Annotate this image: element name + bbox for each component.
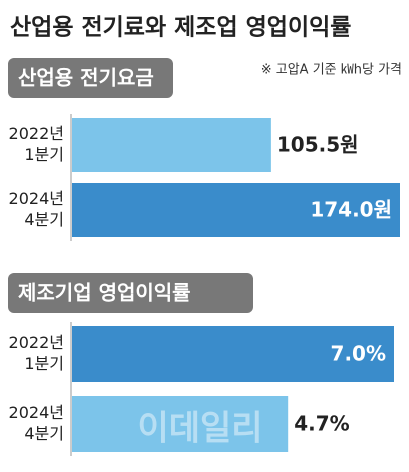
watermark: 이데일리 (137, 409, 262, 449)
section-title: 제조기업 영업이익률 (18, 281, 191, 305)
category-label: 1분기 (24, 145, 64, 164)
note: ※ 고압A 기준 ㎾h당 가격 (261, 63, 402, 78)
category-label: 2022년 (9, 333, 64, 352)
section-title: 산업용 전기요금 (18, 66, 154, 90)
category-label: 2022년 (9, 124, 64, 143)
value-label: 105.5원 (277, 133, 359, 157)
category-label: 4분기 (24, 424, 64, 443)
section-header-box (8, 273, 253, 313)
value-label: 4.7% (294, 412, 349, 436)
value-label: 7.0% (331, 342, 386, 366)
category-label: 1분기 (24, 354, 64, 373)
bar (72, 326, 394, 382)
bar (72, 118, 271, 172)
value-label: 174.0원 (310, 198, 392, 222)
page-title: 산업용 전기료와 제조업 영업이익률 (10, 15, 351, 41)
category-label: 2024년 (9, 403, 64, 422)
section-header-box (8, 58, 173, 98)
bar (72, 396, 289, 452)
bar (72, 183, 400, 237)
category-label: 2024년 (9, 189, 64, 208)
category-label: 4분기 (24, 210, 64, 229)
